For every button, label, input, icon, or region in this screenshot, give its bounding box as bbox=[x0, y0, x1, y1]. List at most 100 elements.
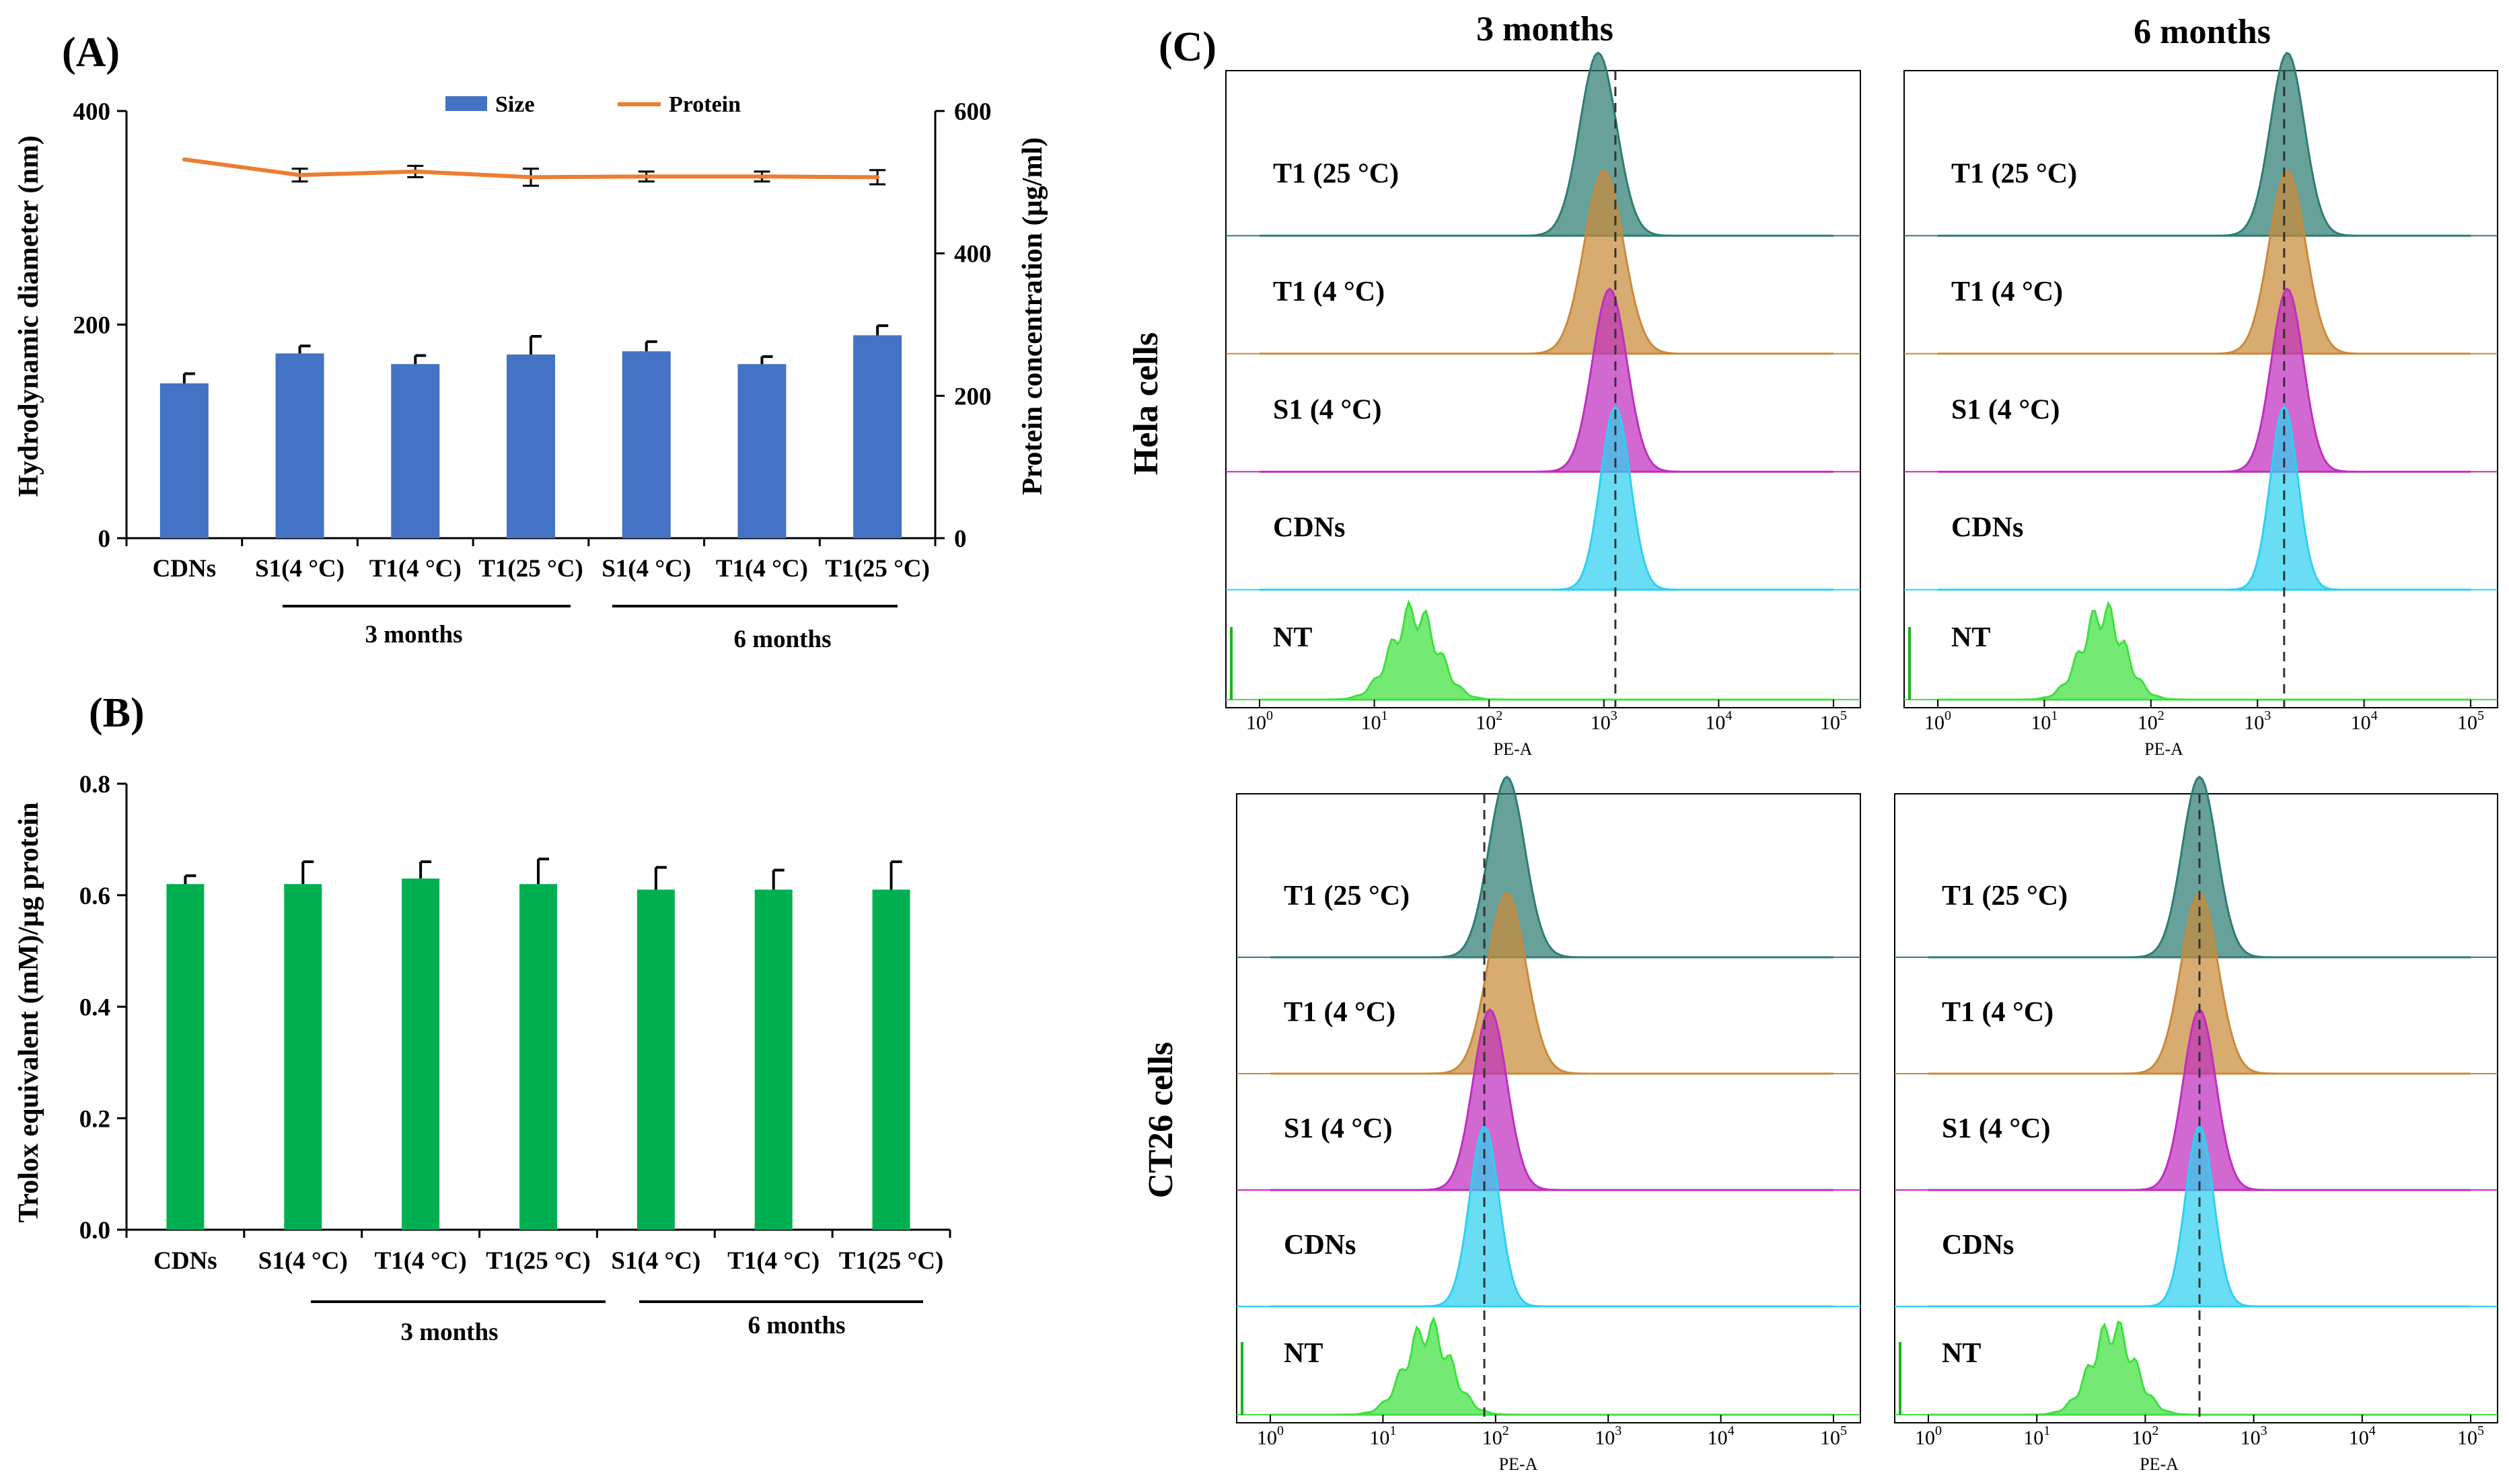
x-tick-label: 101 bbox=[2031, 708, 2058, 734]
track-label: NT bbox=[1273, 622, 1312, 653]
x-tick-label: 102 bbox=[1482, 1423, 1509, 1449]
x-tick-label: 100 bbox=[1246, 708, 1273, 734]
plot-frame bbox=[1225, 70, 1861, 708]
category-label: T1(4 °C) bbox=[727, 1247, 820, 1275]
bar bbox=[402, 878, 440, 1230]
x-tick-label: 105 bbox=[1820, 708, 1847, 734]
x-tick-label: 102 bbox=[2132, 1423, 2158, 1449]
bar bbox=[391, 364, 440, 538]
bar bbox=[754, 889, 793, 1230]
row-title-hela-cells: Hela cells bbox=[1127, 332, 1165, 475]
track-label: NT bbox=[1951, 622, 1990, 653]
category-label: T1(25 °C) bbox=[825, 555, 930, 583]
bar bbox=[637, 889, 675, 1230]
panel-a-chart: 0 200 400 CDNs S1(4 °C) T1(4 °C) T1(25 °C) S1(4… bbox=[73, 98, 992, 583]
x-tick-label: 103 bbox=[2241, 1423, 2267, 1449]
track-label: S1 (4 °C) bbox=[1951, 394, 2060, 425]
x-tick-label: 104 bbox=[1705, 708, 1732, 734]
x-tick-label: 101 bbox=[1369, 1423, 1396, 1449]
x-tick-label: 103 bbox=[1595, 1423, 1622, 1449]
y2-tick-label: 400 bbox=[954, 241, 992, 268]
track-label: CDNs bbox=[1273, 513, 1345, 544]
category-label: T1(25 °C) bbox=[839, 1247, 944, 1275]
x-tick-label: 104 bbox=[1708, 1423, 1735, 1449]
plot-frame bbox=[1236, 793, 1861, 1423]
x-tick-label: 102 bbox=[2138, 708, 2165, 734]
flow-plot-ct26_6m: T1 (25 °C) T1 (4 °C) S1 (4 °C) CDNs NT 100 101… bbox=[1894, 775, 2498, 1474]
track-label: T1 (4 °C) bbox=[1284, 997, 1395, 1028]
flow-plot-ct26_3m: T1 (25 °C) T1 (4 °C) S1 (4 °C) CDNs NT 100 101… bbox=[1236, 775, 1861, 1474]
bar bbox=[872, 889, 910, 1230]
x-tick-label: 103 bbox=[1591, 708, 1617, 734]
x-tick-label: 104 bbox=[2351, 708, 2378, 734]
bar bbox=[507, 354, 555, 538]
bar bbox=[853, 335, 902, 538]
track-label: T1 (4 °C) bbox=[1942, 997, 2053, 1028]
row-title-ct26-cells: CT26 cells bbox=[1142, 1042, 1180, 1199]
category-label: S1(4 °C) bbox=[611, 1247, 700, 1275]
x-tick-label: 100 bbox=[1257, 1423, 1284, 1449]
track-label: CDNs bbox=[1951, 513, 2023, 544]
panel-b-y-axis-title: Trolox equivalent (mM)/µg protein bbox=[13, 803, 44, 1223]
flow-plot-hela_3m: T1 (25 °C) T1 (4 °C) S1 (4 °C) CDNs NT 100 101… bbox=[1225, 51, 1861, 759]
track-label: CDNs bbox=[1284, 1230, 1356, 1261]
category-label: T1(4 °C) bbox=[375, 1247, 467, 1275]
flow-plot-hela_6m: T1 (25 °C) T1 (4 °C) S1 (4 °C) CDNs NT 100 101… bbox=[1903, 51, 2498, 759]
category-label: CDNs bbox=[153, 555, 217, 583]
x-tick-label: 102 bbox=[1476, 708, 1502, 734]
track-label: T1 (25 °C) bbox=[1951, 158, 2077, 189]
x-tick-label: 105 bbox=[2457, 1423, 2484, 1449]
panel-label-c: (C) bbox=[1159, 24, 1216, 70]
track-label: T1 (25 °C) bbox=[1942, 881, 2068, 912]
track-label: S1 (4 °C) bbox=[1284, 1113, 1392, 1144]
protein-point bbox=[297, 173, 302, 178]
legend-protein-label: Protein bbox=[669, 92, 741, 117]
x-tick-label: 101 bbox=[1361, 708, 1388, 734]
category-label: CDNs bbox=[153, 1247, 217, 1275]
track-label: NT bbox=[1942, 1338, 1981, 1369]
bar bbox=[519, 884, 557, 1230]
panel-c-flow-cytometry: T1 (25 °C) T1 (4 °C) S1 (4 °C) CDNs NT 100 101… bbox=[1225, 51, 2498, 1474]
bar bbox=[166, 884, 205, 1230]
bar bbox=[275, 353, 324, 538]
x-axis-label: PE-A bbox=[2140, 1454, 2179, 1474]
legend-size-label: Size bbox=[495, 92, 535, 117]
panel-a-group-label-3m: 3 months bbox=[365, 621, 463, 648]
protein-point bbox=[875, 175, 880, 180]
y-tick-label: 0.0 bbox=[79, 1217, 110, 1245]
protein-point bbox=[644, 174, 649, 179]
category-label: T1(4 °C) bbox=[369, 555, 462, 583]
category-label: T1(25 °C) bbox=[486, 1247, 591, 1275]
column-title-6-months: 6 months bbox=[2134, 13, 2271, 51]
category-label: T1(4 °C) bbox=[716, 555, 808, 583]
y-tick-label: 0.4 bbox=[79, 994, 110, 1022]
x-tick-label: 100 bbox=[1915, 1423, 1942, 1449]
protein-point bbox=[182, 157, 186, 161]
panel-a-y2-axis-title: Protein concentration (µg/ml) bbox=[1017, 137, 1048, 495]
bar bbox=[284, 884, 322, 1230]
y2-tick-label: 200 bbox=[954, 383, 992, 410]
category-label: T1(25 °C) bbox=[478, 555, 583, 583]
panel-b-chart: 0.0 0.2 0.4 0.6 0.8 CDNs S1(4 °C) T1(4 °C) T1(25… bbox=[79, 771, 951, 1275]
x-axis-label: PE-A bbox=[1494, 739, 1533, 759]
track-label: S1 (4 °C) bbox=[1942, 1113, 2050, 1144]
track-label: T1 (25 °C) bbox=[1284, 881, 1410, 912]
x-axis-label: PE-A bbox=[1499, 1454, 1538, 1474]
y-tick-label: 400 bbox=[73, 98, 111, 126]
x-tick-label: 105 bbox=[2457, 708, 2484, 734]
y-tick-label: 0 bbox=[98, 525, 111, 553]
y2-tick-label: 0 bbox=[954, 525, 967, 553]
x-tick-label: 101 bbox=[2023, 1423, 2050, 1449]
panel-label-b: (B) bbox=[89, 690, 145, 736]
x-axis-label: PE-A bbox=[2144, 739, 2183, 759]
track-label: T1 (4 °C) bbox=[1951, 276, 2063, 307]
legend-size-swatch bbox=[445, 96, 487, 111]
panel-a-group-label-6m: 6 months bbox=[734, 626, 832, 653]
protein-point bbox=[529, 175, 533, 180]
y-tick-label: 0.6 bbox=[79, 883, 110, 910]
panel-label-a: (A) bbox=[62, 30, 120, 75]
y-tick-label: 0.2 bbox=[79, 1105, 110, 1133]
track-label: S1 (4 °C) bbox=[1273, 394, 1381, 425]
track-label: T1 (4 °C) bbox=[1273, 276, 1385, 307]
